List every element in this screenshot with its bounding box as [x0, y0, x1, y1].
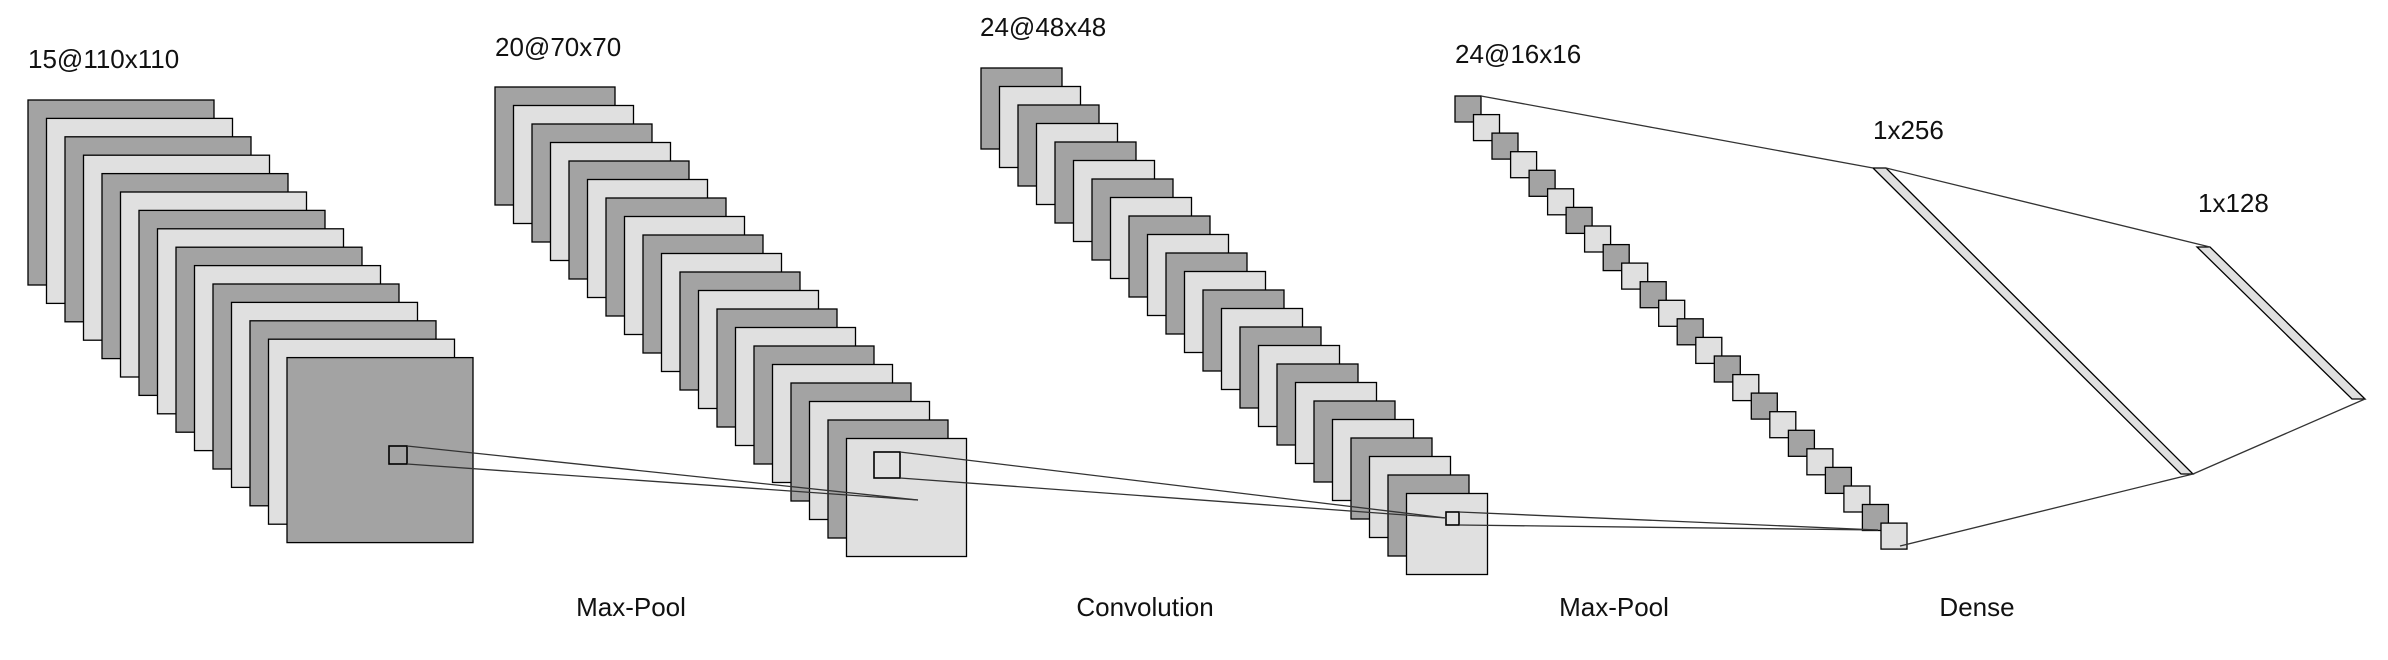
connector-line-2: [406, 463, 919, 501]
operation-label-4: Dense: [1939, 592, 2014, 622]
kernel-box-1: [388, 445, 408, 465]
connector-line-5: [1458, 511, 1879, 531]
feature-map-layer4-6: [1546, 188, 1575, 216]
feature-map-stacks: [27, 67, 2367, 576]
connector-line-7: [1480, 95, 1874, 169]
connector-line-1: [406, 445, 919, 501]
feature-map-layer2-20: [845, 437, 968, 558]
dense-vector-128: [2195, 246, 2367, 400]
feature-map-layer4-8: [1583, 225, 1612, 253]
layer-label-6: 1x128: [2198, 188, 2269, 218]
layer-label-2: 20@70x70: [495, 32, 621, 62]
connector-line-4: [899, 477, 1447, 519]
feature-map-layer4-17: [1750, 392, 1778, 420]
connector-line-6: [1458, 524, 1879, 531]
layer-label-1: 15@110x110: [28, 44, 179, 74]
layer-label-4: 24@16x16: [1455, 39, 1581, 69]
layer-label-3: 24@48x48: [980, 12, 1106, 42]
connector-line-10: [2192, 398, 2366, 475]
connector-line-9: [1885, 167, 2211, 248]
dense-vector-256: [1871, 167, 2195, 475]
kernel-box-2: [873, 451, 901, 479]
feature-map-layer3-24: [1405, 492, 1489, 576]
connector-line-8: [1899, 473, 2194, 547]
operation-label-3: Max-Pool: [1559, 592, 1669, 622]
connector-line-3: [899, 451, 1447, 519]
feature-map-layer4-3: [1491, 132, 1519, 160]
operation-label-2: Convolution: [1076, 592, 1213, 622]
layer-label-5: 1x256: [1873, 115, 1944, 145]
connector-lines: [388, 95, 2366, 547]
kernel-box-3: [1445, 511, 1460, 526]
operation-label-1: Max-Pool: [576, 592, 686, 622]
